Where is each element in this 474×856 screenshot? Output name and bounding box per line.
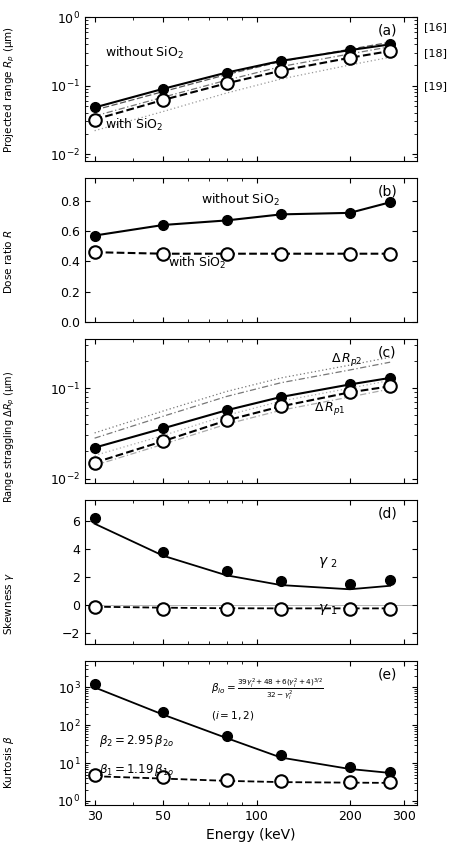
- Text: (a): (a): [377, 23, 397, 38]
- Text: Dose ratio $R$: Dose ratio $R$: [2, 229, 14, 294]
- Text: with SiO$_2$: with SiO$_2$: [105, 117, 164, 134]
- Text: without SiO$_2$: without SiO$_2$: [201, 192, 281, 208]
- Text: Kurtosis $\beta$: Kurtosis $\beta$: [2, 735, 17, 788]
- Text: (d): (d): [377, 506, 397, 520]
- Text: Skewness $\gamma$: Skewness $\gamma$: [2, 572, 17, 635]
- Text: Projected range $R_p$ (μm): Projected range $R_p$ (μm): [2, 27, 17, 153]
- X-axis label: Energy (keV): Energy (keV): [207, 828, 296, 842]
- Text: (c): (c): [377, 345, 396, 360]
- Text: $(i = 1, 2)$: $(i = 1, 2)$: [211, 709, 255, 722]
- Text: $\beta_1 = 1.19\,\beta_{1o}$: $\beta_1 = 1.19\,\beta_{1o}$: [99, 762, 173, 778]
- Text: Range straggling $\Delta R_p$ (μm): Range straggling $\Delta R_p$ (μm): [2, 371, 17, 502]
- Text: $\gamma\ _1$: $\gamma\ _1$: [318, 602, 337, 617]
- Text: $\gamma\ _2$: $\gamma\ _2$: [318, 555, 337, 569]
- Text: [18]: [18]: [424, 48, 447, 58]
- Text: (e): (e): [377, 667, 397, 681]
- Text: without SiO$_2$: without SiO$_2$: [105, 45, 184, 62]
- Text: with SiO$_2$: with SiO$_2$: [168, 255, 227, 271]
- Text: (b): (b): [377, 184, 397, 199]
- Text: [16]: [16]: [424, 22, 447, 33]
- Text: $\beta_{io} = \frac{39\gamma_i^2+48+6(\gamma_i^2+4)^{3/2}}{32-\gamma_i^2}$: $\beta_{io} = \frac{39\gamma_i^2+48+6(\g…: [211, 677, 324, 702]
- Text: [19]: [19]: [424, 81, 447, 91]
- Text: $\Delta\,R_{p2}$: $\Delta\,R_{p2}$: [331, 351, 362, 368]
- Text: $\Delta\,R_{p1}$: $\Delta\,R_{p1}$: [314, 400, 346, 417]
- Text: $\beta_2 = 2.95\,\beta_{2o}$: $\beta_2 = 2.95\,\beta_{2o}$: [99, 734, 173, 749]
